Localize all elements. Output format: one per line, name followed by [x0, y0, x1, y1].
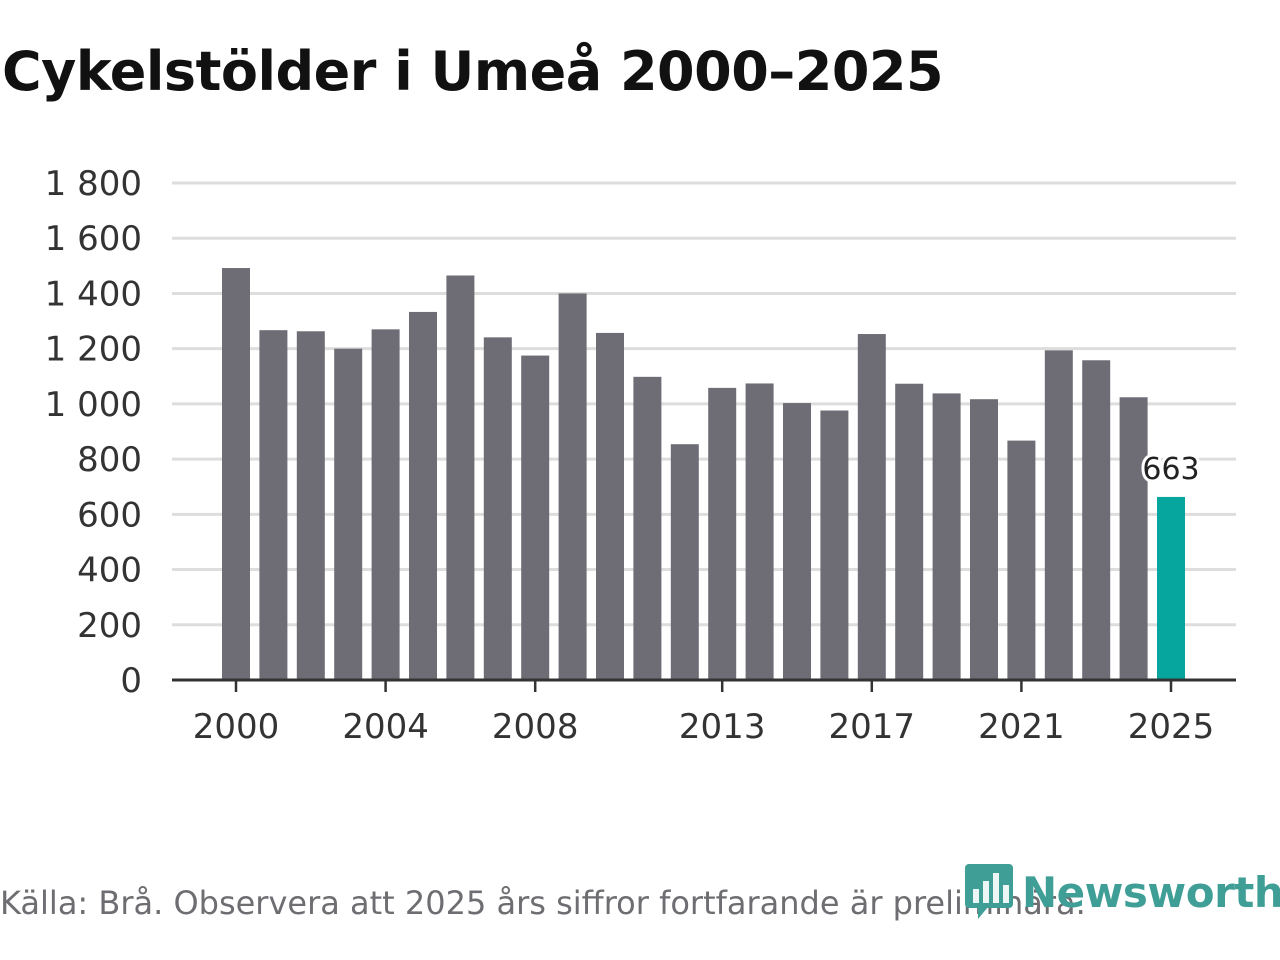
- x-tick-label: 2021: [978, 707, 1065, 747]
- brand-name: Newsworthy: [1022, 867, 1280, 917]
- chart-title: Cykelstölder i Umeå 2000–2025: [2, 40, 944, 103]
- bar: [932, 393, 961, 680]
- bar: [857, 334, 886, 680]
- bar: [970, 399, 998, 680]
- gridlines: [172, 181, 1236, 627]
- bar-chart: 0 200 400 600 800 1 000 1 200 1 400 1 600 1 800 20…: [45, 164, 1236, 747]
- bar: [820, 410, 849, 680]
- y-tick-label: 1 400: [45, 274, 142, 314]
- source-note: Källa: Brå. Observera att 2025 års siffr…: [0, 884, 1086, 922]
- bar: [483, 337, 512, 680]
- bar: [334, 348, 363, 680]
- x-tick-label: 2004: [342, 707, 429, 747]
- bar: [296, 331, 325, 680]
- bar: [596, 332, 624, 680]
- bar: [895, 383, 924, 680]
- bar: [708, 387, 737, 680]
- axes: [172, 678, 1236, 692]
- brand-logo[interactable]: Newsworthy: [964, 862, 1280, 922]
- y-tick-label: 1 800: [45, 164, 142, 204]
- bar-highlight: [1157, 496, 1185, 680]
- bar: [222, 268, 250, 680]
- newsworthy-logo-icon: [965, 864, 1013, 919]
- bar: [446, 275, 475, 680]
- bar: [1044, 350, 1073, 680]
- bar: [259, 330, 288, 680]
- x-tick-label: 2017: [829, 707, 916, 747]
- bar: [1119, 397, 1148, 680]
- x-tick-label: 2025: [1128, 707, 1215, 747]
- y-tick-label: 1 200: [45, 330, 142, 370]
- bar: [558, 293, 587, 680]
- bar: [633, 376, 662, 680]
- y-tick-label: 200: [77, 606, 142, 646]
- bar: [521, 355, 550, 680]
- bars: [222, 268, 1185, 680]
- y-tick-label: 1 000: [45, 385, 142, 425]
- bar: [745, 383, 774, 680]
- bar: [409, 311, 437, 680]
- bar: [371, 329, 400, 680]
- y-tick-label: 800: [77, 440, 142, 480]
- x-tick-label: 2000: [193, 707, 280, 747]
- labels: 0 200 400 600 800 1 000 1 200 1 400 1 600 1 800 20…: [45, 164, 1215, 747]
- y-tick-label: 1 600: [45, 219, 142, 259]
- y-tick-label: 400: [77, 551, 142, 591]
- y-tick-label: 600: [77, 495, 142, 535]
- bar: [783, 403, 811, 680]
- x-tick-label: 2013: [679, 707, 766, 747]
- bar: [1082, 360, 1111, 680]
- x-tick-label: 2008: [492, 707, 579, 747]
- bar: [1007, 440, 1036, 680]
- bar: [670, 444, 699, 680]
- data-label: 663: [1142, 452, 1199, 487]
- y-tick-label: 0: [120, 661, 142, 701]
